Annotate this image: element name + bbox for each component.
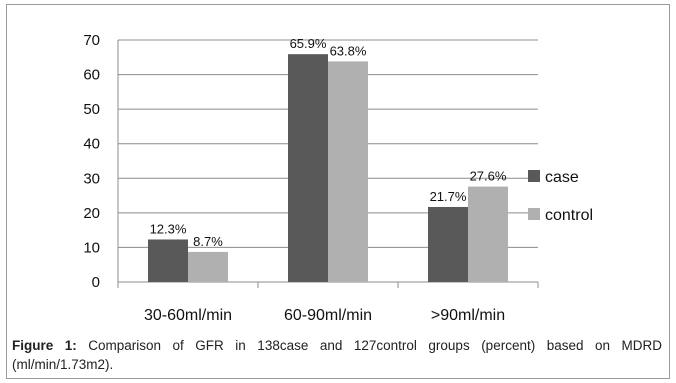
bar-control [328, 61, 368, 283]
legend-swatch-control [528, 208, 540, 220]
y-tick-label: 40 [83, 136, 100, 153]
y-tick-label: 10 [83, 239, 100, 256]
data-label: 21.7% [430, 189, 467, 204]
figure-caption: Figure 1: Comparison of GFR in 138case a… [12, 336, 662, 374]
y-tick-label: 50 [83, 101, 100, 118]
data-label: 12.3% [150, 221, 187, 236]
caption-text: Comparison of GFR in 138case and 127cont… [12, 338, 663, 372]
data-label: 63.8% [330, 43, 367, 58]
data-label: 65.9% [290, 36, 327, 51]
y-tick-label: 70 [83, 32, 100, 49]
bar-case [428, 206, 468, 282]
bar-case [148, 239, 188, 282]
data-label: 8.7% [193, 234, 223, 249]
x-tick-label: >90ml/min [431, 307, 505, 324]
legend-label-case: case [545, 169, 579, 186]
y-tick-label: 0 [92, 274, 100, 291]
data-label: 27.6% [470, 169, 507, 184]
x-tick-label: 60-90ml/min [284, 307, 372, 324]
y-tick-label: 20 [83, 205, 100, 222]
bar-control [468, 186, 508, 282]
x-tick-label: 30-60ml/min [144, 307, 232, 324]
bar-case [288, 54, 328, 282]
legend-swatch-case [528, 170, 540, 182]
y-tick-label: 60 [83, 67, 100, 84]
bar-control [188, 251, 228, 282]
legend-label-control: control [545, 207, 593, 224]
caption-label: Figure 1: [12, 338, 77, 353]
y-tick-label: 30 [83, 170, 100, 187]
